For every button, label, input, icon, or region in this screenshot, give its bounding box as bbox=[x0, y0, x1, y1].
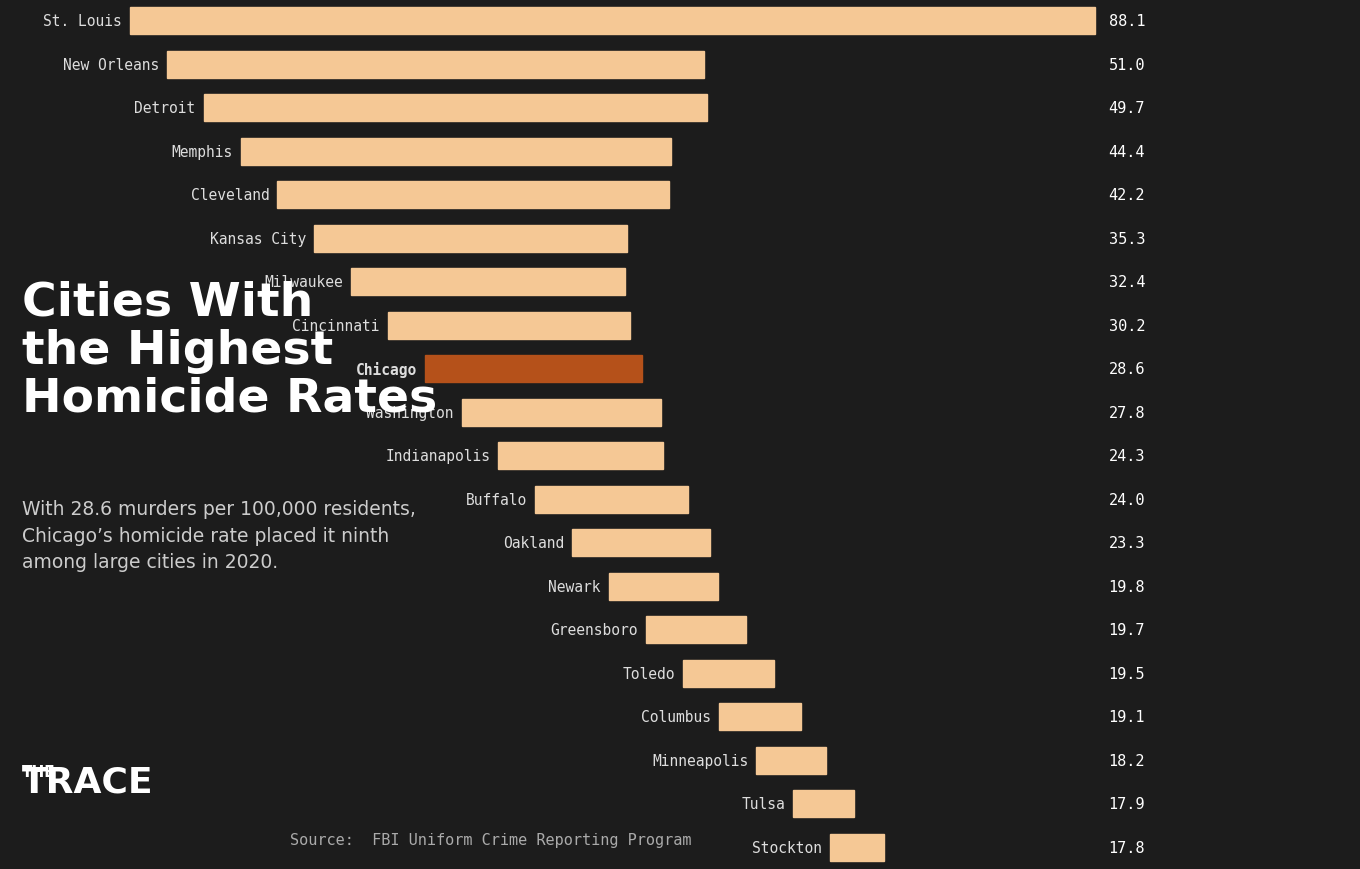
Text: 18.2: 18.2 bbox=[1108, 753, 1145, 768]
Text: 49.7: 49.7 bbox=[1108, 101, 1145, 116]
Text: THE: THE bbox=[22, 764, 56, 779]
Text: Source:  FBI Uniform Crime Reporting Program: Source: FBI Uniform Crime Reporting Prog… bbox=[290, 832, 691, 847]
Text: Chicago: Chicago bbox=[355, 362, 416, 377]
Bar bbox=[646, 617, 747, 643]
Bar bbox=[683, 660, 774, 687]
Text: 19.1: 19.1 bbox=[1108, 709, 1145, 725]
Bar bbox=[461, 399, 661, 427]
Text: 19.5: 19.5 bbox=[1108, 666, 1145, 681]
Bar bbox=[498, 442, 662, 469]
Text: Cincinnati: Cincinnati bbox=[292, 318, 379, 334]
Bar bbox=[609, 574, 718, 600]
Bar bbox=[756, 746, 827, 773]
Text: 24.3: 24.3 bbox=[1108, 448, 1145, 464]
Text: With 28.6 murders per 100,000 residents,
Chicago’s homicide rate placed it ninth: With 28.6 murders per 100,000 residents,… bbox=[22, 500, 416, 571]
Text: 17.8: 17.8 bbox=[1108, 839, 1145, 855]
Text: New Orleans: New Orleans bbox=[63, 57, 159, 73]
Text: Columbus: Columbus bbox=[642, 709, 711, 725]
Bar bbox=[314, 225, 627, 252]
Text: St. Louis: St. Louis bbox=[44, 14, 122, 30]
Text: Minneapolis: Minneapolis bbox=[651, 753, 748, 768]
Text: 27.8: 27.8 bbox=[1108, 405, 1145, 421]
Text: 23.3: 23.3 bbox=[1108, 535, 1145, 551]
Text: 17.9: 17.9 bbox=[1108, 796, 1145, 812]
Bar bbox=[536, 487, 688, 513]
Bar bbox=[830, 834, 884, 860]
Text: Detroit: Detroit bbox=[135, 101, 196, 116]
Bar bbox=[241, 138, 670, 165]
Bar bbox=[277, 182, 669, 209]
Text: Oakland: Oakland bbox=[503, 535, 564, 551]
Text: TRACE: TRACE bbox=[22, 765, 154, 799]
Bar bbox=[131, 8, 1095, 35]
Text: Stockton: Stockton bbox=[752, 839, 821, 855]
Bar bbox=[167, 52, 704, 79]
Bar bbox=[793, 791, 854, 817]
Bar bbox=[204, 95, 706, 122]
Text: 42.2: 42.2 bbox=[1108, 188, 1145, 203]
Text: Milwaukee: Milwaukee bbox=[264, 275, 343, 290]
Text: 35.3: 35.3 bbox=[1108, 231, 1145, 247]
Bar bbox=[351, 269, 624, 295]
Text: 44.4: 44.4 bbox=[1108, 144, 1145, 160]
Text: Greensboro: Greensboro bbox=[551, 622, 638, 638]
Text: 19.7: 19.7 bbox=[1108, 622, 1145, 638]
Text: 19.8: 19.8 bbox=[1108, 579, 1145, 594]
Text: 28.6: 28.6 bbox=[1108, 362, 1145, 377]
Bar bbox=[719, 704, 801, 730]
Text: 88.1: 88.1 bbox=[1108, 14, 1145, 30]
Text: Memphis: Memphis bbox=[171, 144, 233, 160]
Text: Kansas City: Kansas City bbox=[209, 231, 306, 247]
Text: Washington: Washington bbox=[366, 405, 454, 421]
Text: 32.4: 32.4 bbox=[1108, 275, 1145, 290]
Text: 30.2: 30.2 bbox=[1108, 318, 1145, 334]
Text: 51.0: 51.0 bbox=[1108, 57, 1145, 73]
Text: Cities With
the Highest
Homicide Rates: Cities With the Highest Homicide Rates bbox=[22, 280, 438, 421]
Text: Cleveland: Cleveland bbox=[190, 188, 269, 203]
Bar bbox=[388, 313, 630, 340]
Text: 24.0: 24.0 bbox=[1108, 492, 1145, 507]
Bar bbox=[573, 529, 710, 557]
Text: Tulsa: Tulsa bbox=[741, 796, 785, 812]
Text: Indianapolis: Indianapolis bbox=[385, 448, 491, 464]
Bar bbox=[424, 356, 642, 382]
Text: Newark: Newark bbox=[548, 579, 601, 594]
Text: Toledo: Toledo bbox=[622, 666, 675, 681]
Text: Buffalo: Buffalo bbox=[466, 492, 528, 507]
